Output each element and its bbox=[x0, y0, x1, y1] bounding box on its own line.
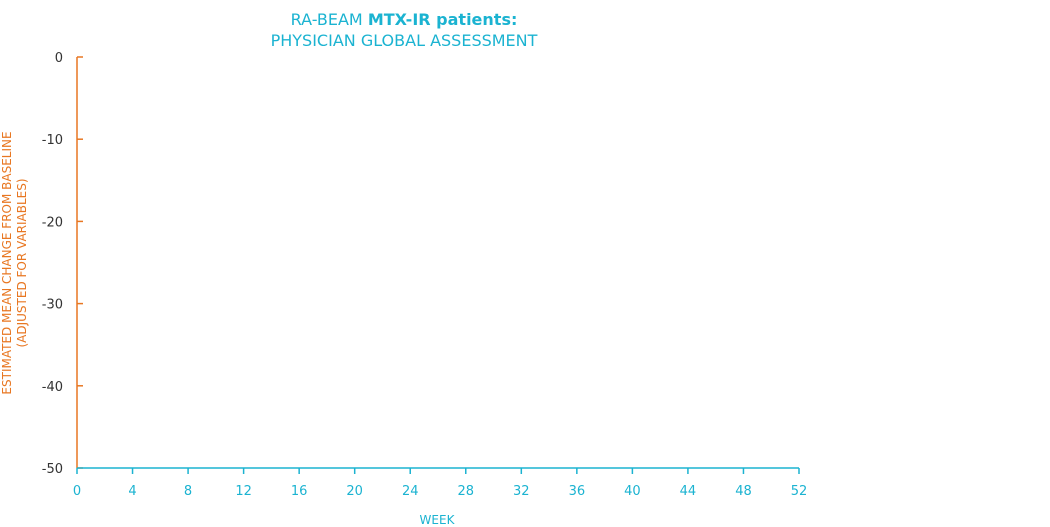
x-axis-title: WEEK bbox=[420, 513, 456, 527]
x-tick-label: 8 bbox=[184, 484, 192, 499]
y-tick-label: -40 bbox=[42, 380, 63, 395]
x-axis: 0 4 8 12 16 20 24 28 32 36 40 44 48 52 bbox=[73, 467, 808, 499]
y-tick-label: -10 bbox=[42, 133, 63, 148]
x-tick-label: 32 bbox=[513, 484, 530, 499]
chart-title: RA-BEAM MTX-IR patients: PHYSICIAN GLOBA… bbox=[254, 9, 554, 51]
x-tick-label: 28 bbox=[457, 484, 474, 499]
x-tick-label: 16 bbox=[291, 484, 308, 499]
x-tick-label: 24 bbox=[402, 484, 419, 499]
y-tick-label: -30 bbox=[42, 298, 63, 313]
y-axis-title-line-2: (ADJUSTED FOR VARIABLES) bbox=[15, 178, 29, 347]
x-tick-label: 48 bbox=[735, 484, 752, 499]
title-bold: MTX-IR patients: bbox=[367, 10, 518, 29]
x-tick-label: 4 bbox=[128, 484, 136, 499]
x-tick-label: 36 bbox=[569, 484, 586, 499]
y-tick-label: -50 bbox=[42, 462, 63, 477]
x-tick-label: 12 bbox=[235, 484, 252, 499]
x-tick-label: 52 bbox=[791, 484, 808, 499]
x-tick-label: 40 bbox=[624, 484, 641, 499]
x-tick-label: 44 bbox=[680, 484, 697, 499]
title-line-1: RA-BEAM MTX-IR patients: bbox=[254, 9, 554, 30]
y-axis: 0 -10 -20 -30 -40 -50 bbox=[42, 51, 83, 477]
y-tick-label: 0 bbox=[55, 51, 63, 66]
title-prefix: RA-BEAM bbox=[290, 10, 368, 29]
x-tick-label: 0 bbox=[73, 484, 81, 499]
y-tick-label: -20 bbox=[42, 215, 63, 230]
chart-subtitle: PHYSICIAN GLOBAL ASSESSMENT bbox=[270, 31, 538, 50]
y-axis-title-line-1: ESTIMATED MEAN CHANGE FROM BASELINE bbox=[0, 131, 14, 394]
x-tick-label: 20 bbox=[346, 484, 363, 499]
